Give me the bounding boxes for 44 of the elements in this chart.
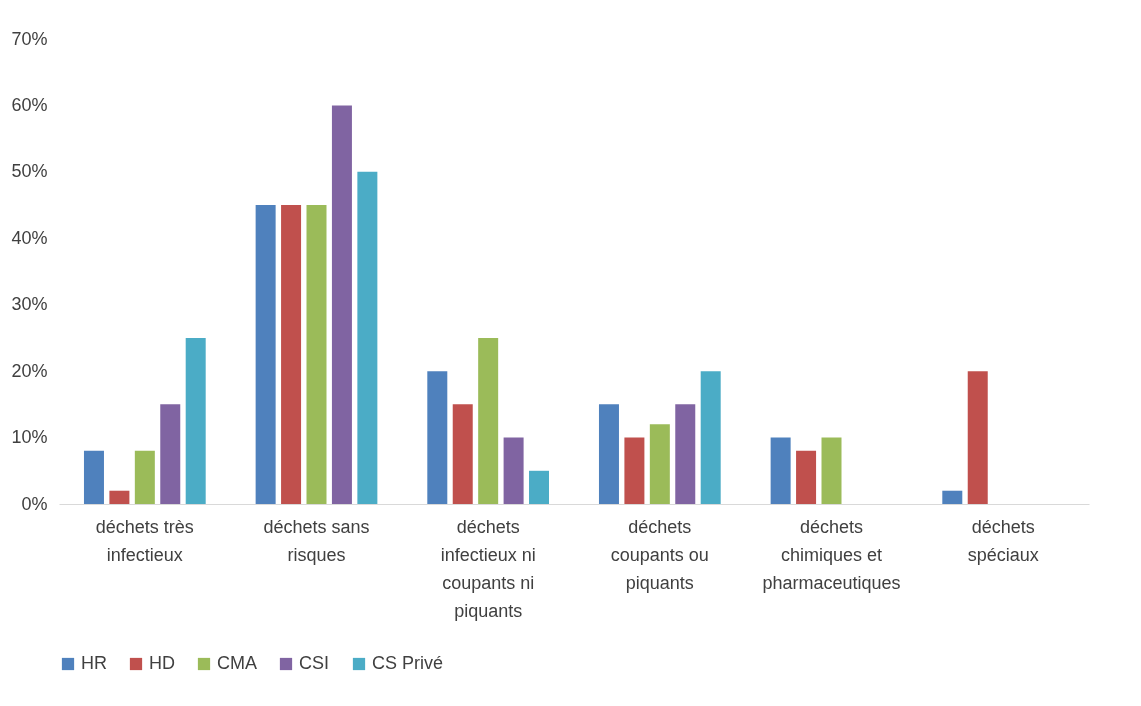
y-tick-label: 30% — [11, 294, 48, 315]
bar — [255, 205, 276, 504]
x-tick-label: déchets spéciaux — [967, 516, 1039, 565]
y-tick-label: 40% — [11, 227, 48, 248]
legend-label: HD — [149, 653, 175, 673]
bar — [83, 450, 104, 504]
x-tick-label: déchets coupants ou piquants — [610, 516, 709, 593]
bar — [134, 450, 155, 504]
bar — [281, 205, 302, 504]
bar — [452, 404, 473, 504]
bar — [331, 105, 352, 504]
x-tick-label: déchets infectieux ni coupants ni piquants — [440, 516, 536, 621]
x-tick-label: déchets chimiques et pharmaceutiques — [762, 516, 901, 593]
bar — [700, 371, 721, 504]
bar — [427, 371, 448, 504]
legend-label: CSI — [299, 653, 330, 673]
bar — [796, 450, 817, 504]
bar — [529, 470, 550, 504]
bar — [503, 437, 524, 504]
bar — [109, 490, 130, 504]
bar — [675, 404, 696, 504]
bar — [624, 437, 645, 504]
bar — [649, 424, 670, 504]
bar — [160, 404, 181, 504]
bar — [942, 490, 963, 504]
y-tick-label: 60% — [11, 94, 48, 115]
bar — [821, 437, 842, 504]
bar — [598, 404, 619, 504]
bar — [306, 205, 327, 504]
legend-label: CS Privé — [372, 653, 444, 673]
x-tick-label: déchets sans risques — [263, 516, 370, 565]
y-tick-label: 20% — [11, 360, 48, 381]
y-tick-label: 0% — [21, 493, 48, 514]
legend-label: CMA — [217, 653, 257, 673]
y-tick-label: 10% — [11, 427, 48, 448]
bar — [357, 171, 378, 504]
legend-label: HR — [81, 653, 107, 673]
bar — [478, 337, 499, 504]
y-tick-label: 50% — [11, 161, 48, 182]
bar — [185, 337, 206, 504]
x-tick-label: déchets très infectieux — [95, 516, 194, 565]
bar — [967, 371, 988, 504]
y-tick-label: 70% — [11, 28, 48, 49]
bar — [770, 437, 791, 504]
